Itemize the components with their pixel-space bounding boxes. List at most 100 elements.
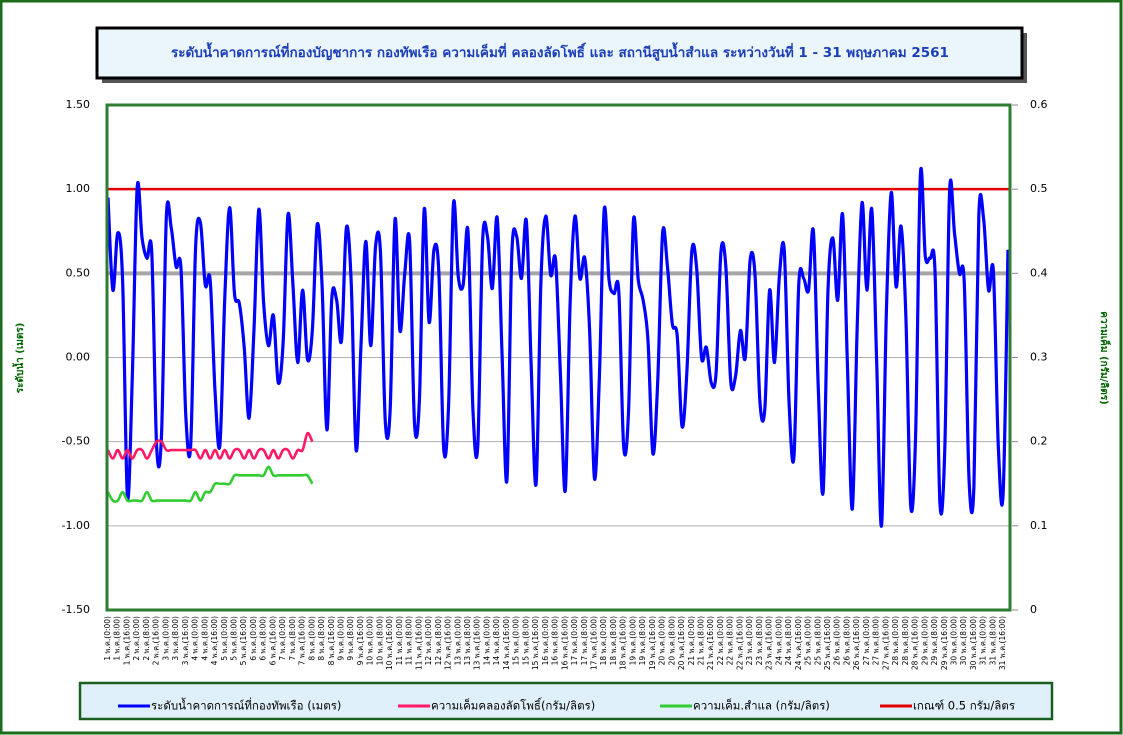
x-tick-label: 25 พ.ค.(8:00) xyxy=(813,616,822,665)
x-tick-label: 28 พ.ค.(16:00) xyxy=(911,616,920,670)
x-tick-label: 6 พ.ค.(0:00) xyxy=(249,616,258,661)
x-tick-label: 27 พ.ค.(16:00) xyxy=(881,616,890,670)
x-tick-label: 30 พ.ค.(16:00) xyxy=(969,616,978,670)
x-tick-label: 9 พ.ค.(0:00) xyxy=(337,616,346,661)
x-tick-label: 28 พ.ค.(0:00) xyxy=(891,616,900,665)
x-tick-label: 24 พ.ค.(0:00) xyxy=(774,616,783,665)
x-tick-label: 9 พ.ค.(8:00) xyxy=(346,616,355,661)
x-tick-label: 3 พ.ค.(0:00) xyxy=(161,616,170,661)
x-tick-label: 29 พ.ค.(16:00) xyxy=(940,616,949,670)
x-tick-label: 23 พ.ค.(8:00) xyxy=(755,616,764,665)
x-tick-label: 5 พ.ค.(0:00) xyxy=(220,616,229,661)
x-tick-label: 10 พ.ค.(8:00) xyxy=(375,616,384,665)
x-tick-label: 22 พ.ค.(0:00) xyxy=(716,616,725,665)
y-tick-label: -0.50 xyxy=(62,435,90,448)
x-tick-label: 13 พ.ค.(16:00) xyxy=(473,616,482,670)
series-line xyxy=(106,465,314,503)
y-axis-label: ระดับน้ำ (เมตร) xyxy=(12,323,26,394)
y2-tick-label: 0.5 xyxy=(1030,182,1048,195)
x-tick-label: 15 พ.ค.(16:00) xyxy=(531,616,540,670)
x-tick-label: 14 พ.ค.(16:00) xyxy=(502,616,511,670)
x-tick-label: 14 พ.ค.(8:00) xyxy=(492,616,501,665)
x-tick-label: 20 พ.ค.(8:00) xyxy=(667,616,676,665)
x-tick-label: 7 พ.ค.(16:00) xyxy=(298,616,307,665)
x-tick-label: 12 พ.ค.(8:00) xyxy=(434,616,443,665)
x-tick-label: 11 พ.ค.(8:00) xyxy=(405,616,414,665)
x-tick-label: 6 พ.ค.(16:00) xyxy=(268,616,277,665)
x-tick-label: 31 พ.ค.(0:00) xyxy=(979,616,988,665)
x-tick-label: 18 พ.ค.(0:00) xyxy=(599,616,608,665)
x-tick-label: 18 พ.ค.(8:00) xyxy=(609,616,618,665)
legend-box xyxy=(78,681,1054,721)
x-tick-label: 31 พ.ค.(16:00) xyxy=(998,616,1007,670)
x-tick-label: 4 พ.ค.(0:00) xyxy=(191,616,200,661)
legend-label: ความเค็ม.สำแล (กรัม/ลิตร) xyxy=(693,698,830,713)
x-tick-label: 8 พ.ค.(0:00) xyxy=(307,616,316,661)
title-box xyxy=(95,26,1024,80)
x-tick-label: 11 พ.ค.(0:00) xyxy=(395,616,404,665)
x-tick-label: 5 พ.ค.(16:00) xyxy=(239,616,248,665)
x-tick-label: 26 พ.ค.(0:00) xyxy=(833,616,842,665)
x-tick-label: 30 พ.ค.(0:00) xyxy=(949,616,958,665)
y2-tick-label: 0 xyxy=(1030,603,1037,616)
y-tick-label: 1.00 xyxy=(66,182,91,195)
x-tick-label: 1 พ.ค.(16:00) xyxy=(122,616,131,665)
x-tick-label: 8 พ.ค.(16:00) xyxy=(327,616,336,665)
y-tick-label: -1.50 xyxy=(62,603,90,616)
x-tick-label: 11 พ.ค.(16:00) xyxy=(414,616,423,670)
y2-tick-label: 0.1 xyxy=(1030,519,1048,532)
x-tick-label: 20 พ.ค.(16:00) xyxy=(677,616,686,670)
y2-tick-label: 0.6 xyxy=(1030,98,1048,111)
x-tick-label: 25 พ.ค.(16:00) xyxy=(823,616,832,670)
x-tick-label: 6 พ.ค.(8:00) xyxy=(259,616,268,661)
x-tick-label: 24 พ.ค.(16:00) xyxy=(794,616,803,670)
x-tick-label: 23 พ.ค.(0:00) xyxy=(745,616,754,665)
x-tick-label: 30 พ.ค.(8:00) xyxy=(959,616,968,665)
x-tick-label: 26 พ.ค.(16:00) xyxy=(852,616,861,670)
x-tick-label: 21 พ.ค.(16:00) xyxy=(706,616,715,670)
x-tick-label: 29 พ.ค.(0:00) xyxy=(920,616,929,665)
x-tick-label: 10 พ.ค.(0:00) xyxy=(366,616,375,665)
chart-title: ระดับน้ำคาดการณ์ที่กองบัญชาการ กองทัพเรื… xyxy=(171,42,949,61)
x-tick-label: 26 พ.ค.(8:00) xyxy=(842,616,851,665)
legend-label: ระดับน้ำคาดการณ์ที่กองทัพเรือ (เมตร) xyxy=(151,698,341,713)
x-tick-label: 2 พ.ค.(16:00) xyxy=(152,616,161,665)
x-tick-label: 17 พ.ค.(8:00) xyxy=(580,616,589,665)
x-tick-label: 13 พ.ค.(8:00) xyxy=(463,616,472,665)
x-tick-label: 16 พ.ค.(8:00) xyxy=(551,616,560,665)
x-tick-label: 5 พ.ค.(8:00) xyxy=(229,616,238,661)
x-tick-label: 3 พ.ค.(16:00) xyxy=(181,616,190,665)
x-tick-label: 15 พ.ค.(0:00) xyxy=(512,616,521,665)
x-tick-label: 8 พ.ค.(8:00) xyxy=(317,616,326,661)
x-tick-label: 1 พ.ค.(8:00) xyxy=(113,616,122,661)
x-tick-label: 29 พ.ค.(8:00) xyxy=(930,616,939,665)
x-tick-label: 17 พ.ค.(0:00) xyxy=(570,616,579,665)
x-tick-label: 22 พ.ค.(16:00) xyxy=(735,616,744,670)
x-tick-label: 17 พ.ค.(16:00) xyxy=(589,616,598,670)
series-line xyxy=(106,431,314,460)
legend-label: ความเค็มคลองลัดโพธิ์(กรัม/ลิตร) xyxy=(431,697,595,713)
x-tick-label: 21 พ.ค.(0:00) xyxy=(687,616,696,665)
x-tick-label: 24 พ.ค.(8:00) xyxy=(784,616,793,665)
x-tick-label: 13 พ.ค.(0:00) xyxy=(453,616,462,665)
x-tick-label: 27 พ.ค.(8:00) xyxy=(872,616,881,665)
x-tick-label: 3 พ.ค.(8:00) xyxy=(171,616,180,661)
x-tick-label: 14 พ.ค.(0:00) xyxy=(482,616,491,665)
series-line xyxy=(106,167,1010,528)
x-tick-label: 27 พ.ค.(0:00) xyxy=(862,616,871,665)
x-tick-label: 4 พ.ค.(16:00) xyxy=(210,616,219,665)
x-tick-label: 28 พ.ค.(8:00) xyxy=(901,616,910,665)
x-tick-label: 22 พ.ค.(8:00) xyxy=(726,616,735,665)
x-tick-label: 19 พ.ค.(16:00) xyxy=(648,616,657,670)
x-tick-label: 2 พ.ค.(8:00) xyxy=(142,616,151,661)
x-tick-label: 1 พ.ค.(0:00) xyxy=(103,616,112,661)
plot-border xyxy=(105,103,1012,612)
x-tick-label: 7 พ.ค.(8:00) xyxy=(288,616,297,661)
x-tick-label: 20 พ.ค.(0:00) xyxy=(658,616,667,665)
x-tick-label: 19 พ.ค.(0:00) xyxy=(628,616,637,665)
x-tick-label: 12 พ.ค.(16:00) xyxy=(444,616,453,670)
x-tick-label: 21 พ.ค.(8:00) xyxy=(697,616,706,665)
x-tick-label: 2 พ.ค.(0:00) xyxy=(132,616,141,661)
x-tick-label: 7 พ.ค.(0:00) xyxy=(278,616,287,661)
